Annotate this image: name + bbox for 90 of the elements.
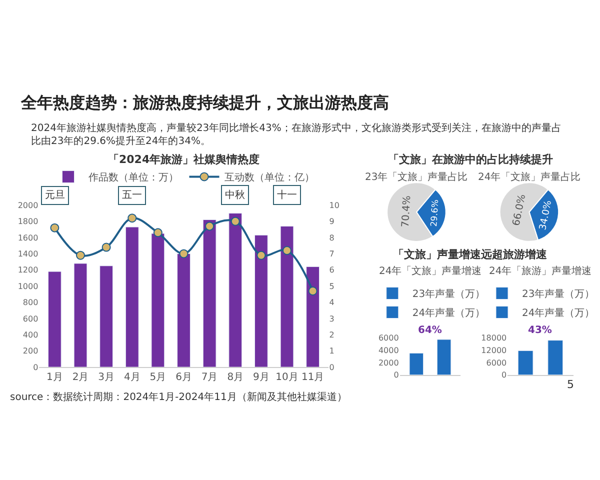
x-tick-label: 10月 bbox=[276, 372, 298, 384]
point bbox=[308, 286, 318, 296]
bar bbox=[74, 263, 88, 368]
y-tick-label: 1600 bbox=[18, 233, 38, 242]
point bbox=[153, 228, 162, 238]
y2-tick-label: 1 bbox=[329, 346, 334, 356]
text: 「文旅」声量增速远超旅游增速 bbox=[393, 248, 548, 261]
chart-title: 24年「旅游」声量增速 bbox=[489, 265, 592, 277]
x-tick-label: 2月 bbox=[72, 372, 89, 384]
legend-label: 24年声量（万） bbox=[522, 307, 595, 320]
bar bbox=[151, 233, 165, 368]
y2-tick-label: 4 bbox=[329, 298, 334, 308]
bar bbox=[254, 234, 268, 368]
x-tick-label: 3月 bbox=[98, 372, 114, 384]
y-tick-label: 800 bbox=[22, 298, 38, 308]
y-tick-label: 2000 bbox=[378, 358, 399, 368]
legend-label: 23年声量（万） bbox=[522, 288, 595, 300]
y2-tick-label: 3 bbox=[329, 314, 334, 324]
y2-tick-label: 6 bbox=[329, 266, 334, 275]
text: 全年热度趋势：旅游热度持续提升，文旅出游热度高 bbox=[20, 93, 389, 112]
y-tick-label: 2000 bbox=[18, 200, 38, 210]
text: 64% bbox=[418, 325, 442, 336]
y-tick-label: 0 bbox=[33, 362, 38, 372]
point bbox=[205, 222, 214, 231]
point bbox=[230, 216, 240, 226]
y-tick-label: 200 bbox=[22, 346, 38, 356]
data-label: 34.0% bbox=[538, 200, 554, 232]
data-label: 70.4% bbox=[400, 195, 414, 228]
chart-title: 24年「文旅」声量占比 bbox=[478, 171, 581, 183]
point bbox=[76, 250, 85, 260]
y-tick-label: 4000 bbox=[378, 346, 399, 355]
y-tick-label: 1000 bbox=[18, 282, 38, 291]
annotation: 中秋 bbox=[225, 189, 245, 201]
x-tick-label: 7月 bbox=[201, 372, 218, 384]
y2-tick-label: 2 bbox=[329, 330, 334, 340]
text: 「文旅」在旅游中的占比持续提升 bbox=[388, 153, 553, 166]
bar bbox=[48, 271, 62, 368]
chart-title: 23年「文旅」声量占比 bbox=[365, 171, 468, 183]
x-tick-label: 11月 bbox=[301, 372, 324, 384]
point bbox=[50, 223, 60, 232]
y2-tick-label: 0 bbox=[329, 362, 334, 372]
y-tick-label: 6000 bbox=[486, 358, 507, 368]
point bbox=[102, 242, 111, 252]
text: 5 bbox=[567, 378, 574, 391]
y-tick-label: 1800 bbox=[18, 217, 38, 226]
x-tick-label: 1月 bbox=[46, 372, 63, 384]
point bbox=[179, 249, 188, 258]
point bbox=[128, 214, 137, 223]
legend-label: 作品数（单位：万） bbox=[87, 172, 178, 184]
y-tick-label: 1400 bbox=[18, 250, 38, 259]
legend-label: 互动数（单位：亿） bbox=[224, 172, 314, 184]
text: 43% bbox=[528, 325, 552, 336]
data-label: 29.6% bbox=[430, 199, 442, 227]
text: 2024年旅游社媒舆情热度高，声量较23年同比增长43%；在旅游形式中，文化旅游类形式受到关注，在旅游中的声量占比由23年的29.6%提升至24年的34%。 bbox=[31, 122, 562, 147]
x-tick-label: 4月 bbox=[124, 372, 140, 384]
bar bbox=[125, 226, 139, 368]
x-tick-label: 5月 bbox=[150, 372, 166, 384]
annotation: 五一 bbox=[122, 190, 142, 201]
source-note: source：数据统计周期：2024年1月-2024年11月（新闻及其他社媒渠道） bbox=[10, 391, 347, 403]
y2-tick-label: 9 bbox=[329, 217, 334, 226]
bar bbox=[202, 219, 216, 368]
y-tick-label: 12000 bbox=[481, 346, 507, 355]
y-tick-label: 1200 bbox=[18, 266, 38, 275]
y2-tick-label: 5 bbox=[329, 282, 334, 291]
x-tick-label: 9月 bbox=[253, 372, 270, 384]
y2-tick-label: 7 bbox=[329, 250, 334, 259]
y-tick-label: 600 bbox=[22, 314, 38, 324]
y-tick-label: 18000 bbox=[481, 333, 507, 342]
point bbox=[282, 246, 292, 255]
bar bbox=[100, 266, 114, 368]
y-tick-label: 6000 bbox=[378, 333, 399, 342]
y-tick-label: 0 bbox=[502, 370, 507, 380]
chart-title: 24年「文旅」声量增速 bbox=[379, 265, 482, 277]
bar bbox=[280, 226, 294, 368]
y2-tick-label: 10 bbox=[329, 200, 340, 210]
y-tick-label: 0 bbox=[394, 370, 399, 380]
x-tick-label: 8月 bbox=[227, 372, 244, 384]
point bbox=[256, 250, 266, 260]
y-tick-label: 400 bbox=[22, 330, 38, 340]
x-tick-label: 6月 bbox=[176, 372, 192, 384]
bar bbox=[228, 213, 242, 368]
annotation: 十一 bbox=[277, 189, 297, 201]
bar bbox=[177, 253, 190, 368]
chart-title: 「2024年旅游」社媒舆情热度 bbox=[108, 153, 260, 166]
bar bbox=[306, 266, 320, 368]
annotation: 元旦 bbox=[45, 190, 65, 201]
legend-label: 24年声量（万） bbox=[412, 307, 486, 320]
y2-tick-label: 8 bbox=[329, 233, 334, 242]
legend-label: 23年声量（万） bbox=[412, 288, 486, 300]
data-label: 66.0% bbox=[511, 193, 528, 227]
